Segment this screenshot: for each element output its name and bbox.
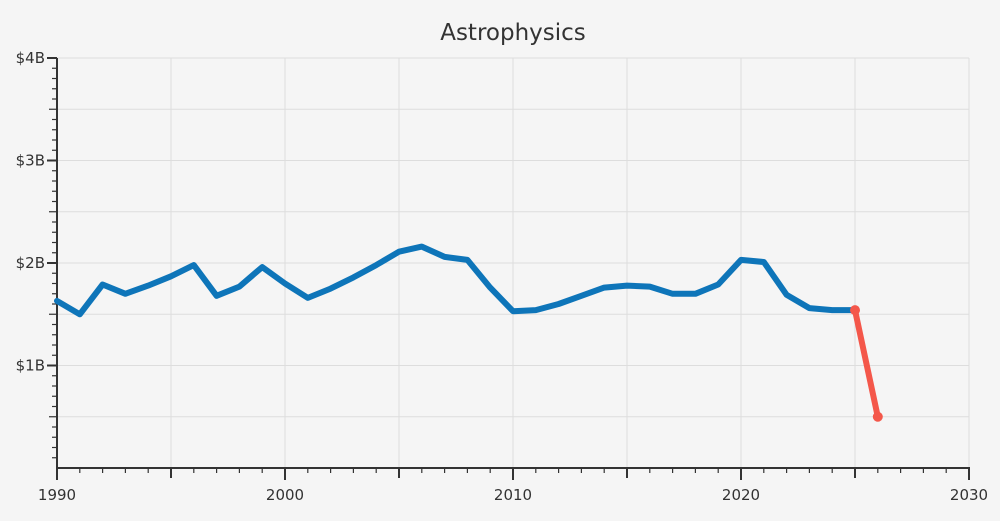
projection-series-line (852, 307, 881, 420)
historical-series-line (54, 243, 858, 318)
projection-point (850, 305, 860, 316)
chart-title: Astrophysics (440, 20, 586, 46)
y-tick-label: $1B (16, 357, 45, 375)
series (54, 243, 883, 422)
x-tick-label: 2020 (722, 486, 760, 504)
y-tick-label: $2B (16, 254, 45, 272)
x-tick-label: 2030 (950, 486, 988, 504)
y-tick-label: $4B (16, 49, 45, 67)
grid (56, 57, 970, 468)
x-tick-label: 2010 (494, 486, 532, 504)
projection-point (872, 411, 883, 422)
x-tick-label: 1990 (38, 486, 76, 504)
axes: $1B $2B $3B $4B 1990 2000 2010 2020 2030 (16, 49, 988, 504)
y-tick-label: $3B (16, 152, 45, 170)
x-tick-label: 2000 (266, 486, 304, 504)
